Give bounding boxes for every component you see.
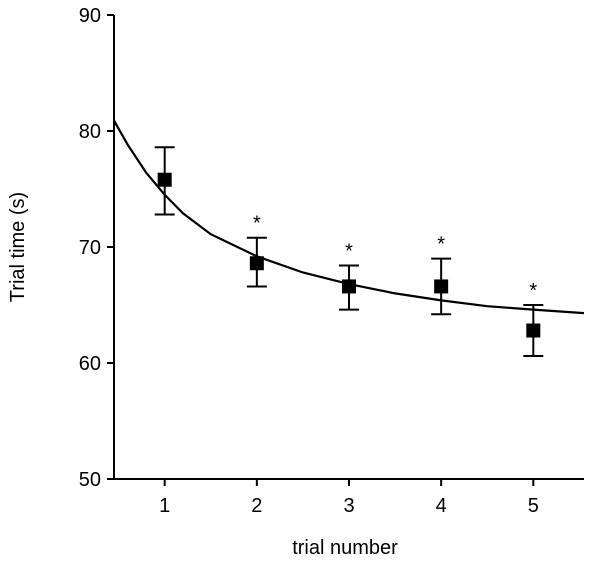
significance-marker-2: * — [253, 213, 261, 235]
x-tick-label-1: 1 — [159, 495, 170, 517]
significance-marker-4: * — [437, 234, 445, 256]
y-tick-label-90: 90 — [79, 5, 101, 27]
significance-markers: * * * * — [253, 213, 537, 302]
x-tick-label-4: 4 — [436, 495, 447, 517]
y-tick-label-50: 50 — [79, 469, 101, 491]
plot-area: 50 60 70 80 90 1 2 3 4 5 * * * * — [79, 5, 585, 517]
data-point-3 — [342, 279, 356, 294]
y-axis-ticks: 50 60 70 80 90 — [79, 5, 114, 491]
y-tick-label-70: 70 — [79, 237, 101, 259]
significance-marker-5: * — [529, 280, 537, 302]
x-axis-ticks: 1 2 3 4 5 — [159, 479, 539, 517]
x-tick-label-3: 3 — [343, 495, 354, 517]
y-axis-title: Trial time (s) — [7, 192, 29, 302]
data-point-5 — [526, 323, 541, 338]
data-points — [157, 172, 541, 338]
x-tick-label-5: 5 — [528, 495, 539, 517]
data-point-2 — [249, 256, 264, 271]
fit-curve — [113, 120, 585, 315]
data-point-4 — [434, 279, 449, 294]
y-tick-label-60: 60 — [79, 353, 101, 375]
data-point-1 — [157, 172, 172, 187]
y-tick-label-80: 80 — [79, 121, 101, 143]
significance-marker-3: * — [345, 241, 353, 263]
x-axis-title: trial number — [292, 537, 398, 559]
x-tick-label-2: 2 — [251, 495, 262, 517]
